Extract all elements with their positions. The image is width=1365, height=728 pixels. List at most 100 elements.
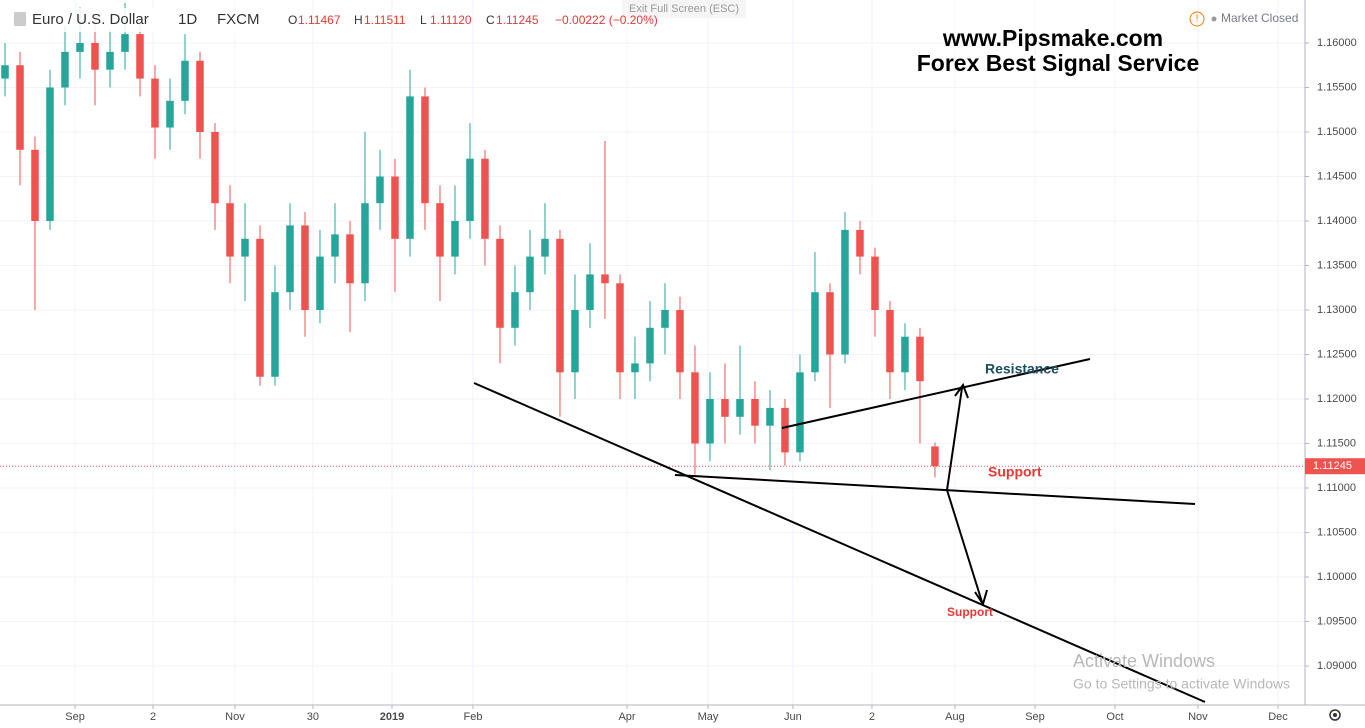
candle-body xyxy=(151,78,159,128)
ohlc-value: 1.11245 xyxy=(496,13,539,27)
candle-body xyxy=(751,399,759,426)
y-tick-label: 1.09500 xyxy=(1317,615,1357,627)
chart-subtitle: Forex Best Signal Service xyxy=(917,50,1200,76)
candle-body xyxy=(271,292,279,377)
candle-body xyxy=(586,274,594,311)
candle-body xyxy=(361,203,369,284)
candle-body xyxy=(331,234,339,257)
gear[interactable] xyxy=(1329,709,1341,721)
watermark: Activate Windows xyxy=(1073,651,1215,671)
candle-body xyxy=(106,51,114,70)
ohlc-value: 1.11511 xyxy=(364,13,406,27)
ohlc: O 1.11467 H 1.11511 L 1.11120 C 1.11245 xyxy=(288,13,539,27)
arrow-head xyxy=(974,589,988,607)
candle-body xyxy=(181,60,189,101)
candle-body xyxy=(541,238,549,257)
fullscreen-hint-bg[interactable] xyxy=(622,0,746,18)
candle-body xyxy=(721,399,729,417)
trendline xyxy=(473,382,1206,703)
candle-body xyxy=(661,310,669,328)
candle-body xyxy=(601,274,609,284)
candle-body xyxy=(256,238,264,377)
candle-body xyxy=(466,158,474,221)
candle-body xyxy=(316,256,324,311)
trendline xyxy=(781,358,1091,429)
gear-center[interactable] xyxy=(1333,713,1337,717)
y-tick-label: 1.14000 xyxy=(1317,215,1357,227)
x-tick-label: Feb xyxy=(463,711,482,723)
symbol[interactable]: Euro / U.S. Dollar xyxy=(32,11,149,28)
candle-body xyxy=(871,256,879,311)
change: −0.00222 (−0.20%) xyxy=(555,13,658,27)
trendline xyxy=(674,474,1196,505)
candle-body xyxy=(166,100,174,128)
axes: 1.09000 1.09500 1.10000 1.10500 1.11000 1.115… xyxy=(65,37,1365,723)
x-tick-label: Sep xyxy=(65,711,85,723)
candle-body xyxy=(226,203,234,257)
candle-body xyxy=(391,176,399,239)
candle-body xyxy=(856,229,864,257)
candle-body xyxy=(736,399,744,417)
candle-body xyxy=(826,292,834,355)
y-tick-label: 1.09000 xyxy=(1317,660,1357,672)
candle-body xyxy=(901,336,909,373)
candle-body xyxy=(1,65,9,79)
header-bg xyxy=(0,8,280,32)
candle-body xyxy=(571,310,579,373)
x-tick-label: Aug xyxy=(945,711,965,723)
fullscreen-hint[interactable]: Exit Full Screen (ESC) xyxy=(629,3,739,15)
candle-body xyxy=(481,158,489,239)
x-tick-label: 2019 xyxy=(380,711,404,723)
ohlc-key: H xyxy=(354,13,363,27)
candle-body xyxy=(886,310,894,373)
candle-body xyxy=(451,220,459,257)
chart-title: www.Pipsmake.com xyxy=(942,25,1163,51)
source[interactable]: FXCM xyxy=(217,11,260,28)
candle-body xyxy=(211,131,219,204)
trendlines xyxy=(473,358,1206,703)
candle-body xyxy=(526,256,534,293)
candle-body xyxy=(646,327,654,364)
candle-body xyxy=(691,372,699,444)
status-icon-mark: ! xyxy=(1196,14,1199,25)
settings-icon[interactable] xyxy=(1329,709,1341,721)
candle-body xyxy=(61,51,69,88)
candle-body xyxy=(406,96,414,239)
candle-body xyxy=(811,292,819,373)
candle-body xyxy=(631,363,639,373)
candle-body xyxy=(781,407,789,453)
y-tick-label: 1.13000 xyxy=(1317,304,1357,316)
y-tick-label: 1.16000 xyxy=(1317,37,1357,49)
interval[interactable]: 1D xyxy=(178,11,197,28)
annotation: Support xyxy=(988,464,1042,480)
candle-body xyxy=(76,42,84,52)
candle-body xyxy=(376,176,384,204)
candle-body xyxy=(676,310,684,373)
candle-body xyxy=(31,149,39,221)
y-tick-label: 1.11000 xyxy=(1317,482,1356,494)
last-price-label: 1.11245 xyxy=(1313,460,1352,472)
ohlc-key: L xyxy=(420,13,427,27)
x-tick-label: Jun xyxy=(784,711,802,723)
candle-body xyxy=(616,283,624,373)
candle-body xyxy=(421,96,429,204)
x-tick-label: Apr xyxy=(618,711,635,723)
ohlc-key: O xyxy=(288,13,297,27)
y-tick-label: 1.12000 xyxy=(1317,393,1357,405)
candle-body xyxy=(196,60,204,132)
candle-body xyxy=(301,225,309,311)
y-tick-label: 1.12500 xyxy=(1317,348,1357,360)
arrow xyxy=(946,489,983,603)
y-tick-label: 1.14500 xyxy=(1317,170,1357,182)
arrow-head xyxy=(954,382,969,399)
x-tick-label: Nov xyxy=(225,711,245,723)
candle-body xyxy=(511,292,519,328)
candle-body xyxy=(766,407,774,426)
candle-body xyxy=(916,336,924,382)
annotation: Support xyxy=(947,605,993,619)
x-tick-label: Sep xyxy=(1025,711,1045,723)
candle-body xyxy=(841,229,849,355)
x-tick-label: Oct xyxy=(1106,711,1123,723)
